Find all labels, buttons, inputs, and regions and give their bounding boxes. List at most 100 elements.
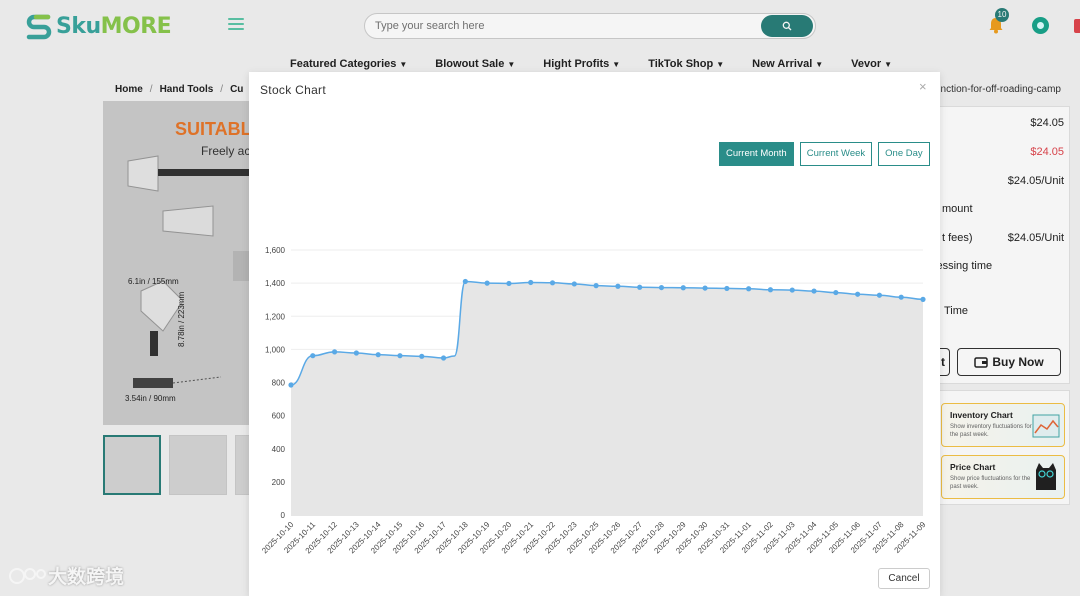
chart-area-fill [291, 281, 923, 515]
chevron-down-icon: ▼ [612, 60, 621, 69]
range-one-day-button[interactable]: One Day [878, 142, 930, 166]
search-input[interactable] [365, 14, 745, 38]
chevron-down-icon: ▼ [815, 60, 824, 69]
inventory-chart-desc: Show inventory fluctuations for the past… [950, 424, 1032, 438]
price-chart-title: Price Chart [950, 462, 996, 472]
chevron-down-icon: ▼ [399, 60, 408, 69]
data-point[interactable] [637, 284, 643, 290]
range-selector: Current Month Current Week One Day [719, 142, 936, 166]
close-icon[interactable]: × [919, 79, 927, 94]
data-point[interactable] [528, 279, 534, 286]
buy-now-label: Buy Now [992, 355, 1044, 369]
data-point[interactable] [288, 382, 294, 388]
data-point[interactable] [331, 349, 338, 355]
data-point[interactable] [702, 285, 708, 291]
data-point[interactable] [419, 353, 425, 359]
data-point[interactable] [593, 283, 599, 289]
data-point[interactable] [615, 283, 621, 289]
y-tick-label: 1,000 [265, 345, 286, 354]
data-point[interactable] [789, 287, 795, 293]
menu-toggle-icon[interactable] [228, 18, 244, 32]
search-button[interactable] [761, 15, 813, 37]
processing-time-label: cessing time [931, 260, 993, 272]
breadcrumb-product: ifunction-for-off-roading-camp [930, 84, 1061, 95]
chevron-down-icon: ▼ [716, 60, 725, 69]
y-tick-label: 600 [272, 412, 286, 421]
data-point[interactable] [855, 291, 861, 297]
notification-badge: 10 [995, 8, 1009, 22]
line-chart-icon [1032, 414, 1060, 438]
data-point[interactable] [876, 292, 883, 298]
y-tick-label: 1,200 [265, 312, 286, 321]
data-point[interactable] [833, 289, 839, 296]
range-current-month-button[interactable]: Current Month [719, 142, 794, 166]
data-point[interactable] [549, 280, 556, 286]
data-point[interactable] [462, 278, 468, 285]
breadcrumb-home[interactable]: Home [115, 84, 143, 95]
inventory-chart-title: Inventory Chart [950, 410, 1013, 420]
nav-blowout-sale[interactable]: Blowout Sale ▼ [435, 58, 516, 70]
watermark-logo-icon [9, 567, 46, 584]
avatar[interactable] [1032, 17, 1049, 34]
breadcrumb-level2[interactable]: Cu [230, 84, 244, 95]
data-point[interactable] [767, 287, 774, 293]
chart-cards: Inventory Chart Show inventory fluctuati… [930, 390, 1070, 505]
watermark-text: 大数跨境 [48, 567, 125, 588]
nav-hight-profits[interactable]: Hight Profits ▼ [543, 58, 621, 70]
breadcrumb-hand-tools[interactable]: Hand Tools [159, 84, 214, 95]
nav-new-arrival[interactable]: New Arrival ▼ [752, 58, 824, 70]
product-main-image[interactable]: SUITABLE Freely ac 6.1in / 155mm 8.78in … [103, 101, 253, 425]
amount-label: mount [942, 203, 973, 215]
fees-label: t fees) [942, 232, 973, 244]
product-illustration [103, 101, 253, 425]
data-point[interactable] [724, 285, 730, 292]
thumbnail[interactable] [169, 435, 227, 495]
data-point[interactable] [746, 286, 752, 292]
data-point[interactable] [811, 288, 817, 294]
dimension-label: 3.54in / 90mm [125, 394, 176, 403]
nav-featured-categories[interactable]: Featured Categories ▼ [290, 58, 408, 70]
buy-now-button[interactable]: Buy Now [957, 348, 1061, 376]
chevron-down-icon: ▼ [507, 60, 516, 69]
breadcrumb: Home / Hand Tools / Cu [115, 84, 244, 95]
top-bar: SkuMORE 10 [0, 0, 1080, 52]
cat-icon [1036, 463, 1056, 490]
data-point[interactable] [310, 353, 316, 359]
fees-price-value: $24.05/Unit [1007, 232, 1064, 244]
logo-icon [26, 14, 52, 40]
chevron-down-icon: ▼ [884, 60, 893, 69]
y-tick-label: 200 [272, 478, 286, 487]
range-current-week-button[interactable]: Current Week [799, 142, 873, 166]
watermark: 大数跨境 [8, 562, 124, 589]
time-label: Time [944, 305, 969, 317]
logo-text: SkuMORE [56, 13, 172, 39]
data-point[interactable] [506, 280, 512, 287]
y-tick-label: 1,400 [265, 279, 286, 288]
data-point[interactable] [571, 281, 577, 287]
data-point[interactable] [484, 280, 490, 286]
y-tick-label: 0 [281, 511, 286, 520]
add-to-cart-button[interactable]: t [930, 348, 950, 376]
modal-title: Stock Chart [260, 83, 326, 97]
data-point[interactable] [680, 285, 686, 291]
thumbnail[interactable] [103, 435, 161, 495]
data-point[interactable] [440, 355, 447, 361]
y-tick-label: 1,600 [265, 246, 286, 255]
wallet-icon [974, 357, 989, 368]
nav-tiktok-shop[interactable]: TikTok Shop ▼ [648, 58, 725, 70]
cart-icon[interactable] [1074, 19, 1080, 33]
inventory-chart-card[interactable]: Inventory Chart Show inventory fluctuati… [941, 403, 1065, 447]
nav-vevor[interactable]: Vevor ▼ [851, 58, 893, 70]
data-point[interactable] [375, 352, 381, 358]
cancel-button[interactable]: Cancel [878, 568, 930, 589]
price-chart-card[interactable]: Price Chart Show price fluctuations for … [941, 455, 1065, 499]
data-point[interactable] [353, 350, 359, 356]
logo[interactable]: SkuMORE [24, 12, 172, 40]
data-point[interactable] [658, 284, 665, 291]
data-point[interactable] [920, 296, 926, 302]
price-chart-desc: Show price fluctuations for the past wee… [950, 476, 1031, 490]
data-point[interactable] [898, 294, 904, 300]
data-point[interactable] [397, 353, 403, 359]
sale-price-value: $24.05 [1030, 146, 1064, 158]
